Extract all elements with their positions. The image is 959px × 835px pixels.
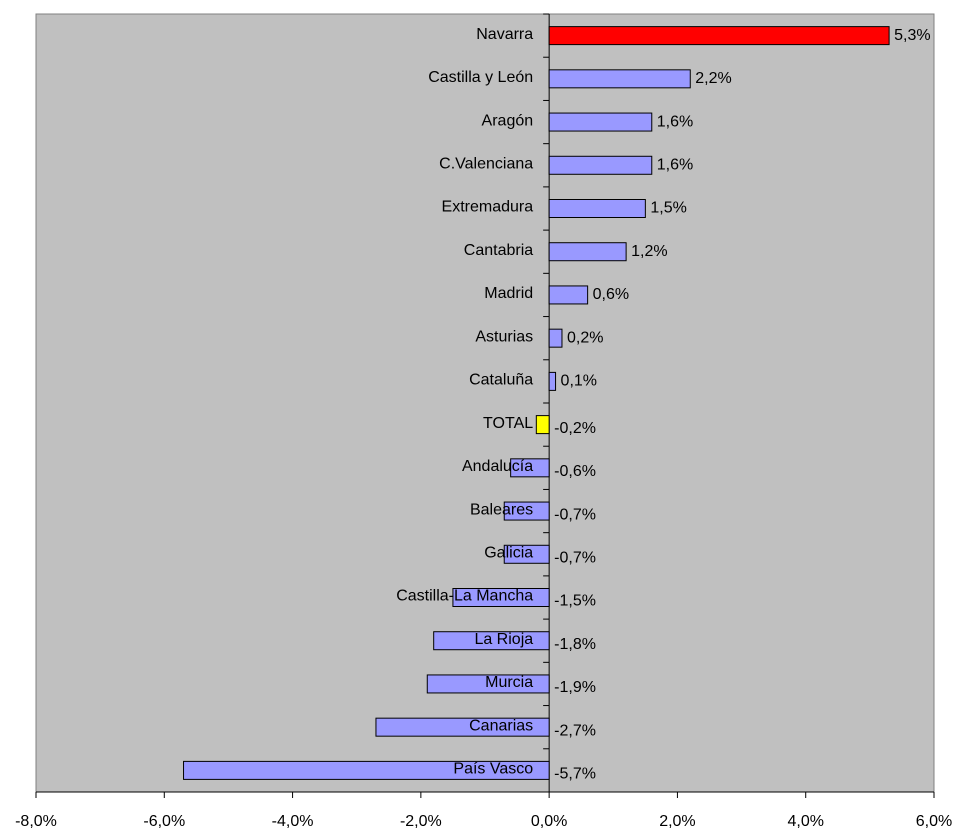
bar <box>183 760 550 780</box>
bar <box>548 199 646 218</box>
y-tick-label: Asturias <box>475 328 533 345</box>
x-tick-label: -6,0% <box>143 813 185 830</box>
y-tick-label: TOTAL <box>483 415 533 432</box>
value-label: -0,7% <box>554 549 596 566</box>
y-tick-label: Castilla y León <box>428 69 533 86</box>
y-tick-label: Castilla-La Mancha <box>396 588 533 605</box>
value-label: 1,5% <box>650 200 686 217</box>
value-label: 0,1% <box>561 373 597 390</box>
y-tick-label: Baleares <box>470 501 533 518</box>
x-tick-label: -4,0% <box>272 813 314 830</box>
value-label: -2,7% <box>554 722 596 739</box>
bar <box>375 717 550 737</box>
y-tick-label: C.Valenciana <box>439 155 533 172</box>
value-label: 1,2% <box>631 243 667 260</box>
y-tick-label: Cataluña <box>469 372 533 389</box>
bar <box>548 26 890 46</box>
bar <box>426 674 550 694</box>
bar <box>548 112 653 132</box>
y-tick-label: La Rioja <box>474 631 533 648</box>
value-label: 0,6% <box>593 286 629 303</box>
y-tick-label: Canarias <box>469 717 533 734</box>
x-tick-label: 6,0% <box>916 813 952 830</box>
value-label: -0,2% <box>554 420 596 437</box>
value-label: 0,2% <box>567 329 603 346</box>
y-tick-label: Andalucía <box>462 458 533 475</box>
x-tick-label: 2,0% <box>659 813 695 830</box>
value-label: -1,9% <box>554 679 596 696</box>
bar <box>548 285 589 305</box>
y-tick-label: País Vasco <box>453 761 533 778</box>
bar <box>535 415 550 435</box>
bar <box>503 544 550 564</box>
x-tick-label: 0,0% <box>531 813 567 830</box>
bar <box>548 328 563 348</box>
bar <box>452 588 550 607</box>
x-tick-label: -2,0% <box>400 813 442 830</box>
y-tick-label: Aragón <box>482 112 534 129</box>
bar <box>433 631 550 651</box>
x-tick-label: -8,0% <box>15 813 57 830</box>
value-label: 5,3% <box>894 27 930 44</box>
value-label: 2,2% <box>695 70 731 87</box>
y-tick-label: Galicia <box>484 544 533 561</box>
bar <box>548 155 653 175</box>
y-tick-label: Extremadura <box>442 199 534 216</box>
y-tick-label: Navarra <box>476 26 533 43</box>
value-label: -0,7% <box>554 506 596 523</box>
bar <box>510 458 550 478</box>
y-tick-label: Cantabria <box>464 242 533 259</box>
plot-area <box>35 13 935 793</box>
y-tick-label: Madrid <box>484 285 533 302</box>
value-label: 1,6% <box>657 113 693 130</box>
value-label: 1,6% <box>657 156 693 173</box>
value-label: -0,6% <box>554 463 596 480</box>
value-label: -1,5% <box>554 593 596 610</box>
value-label: -5,7% <box>554 766 596 783</box>
value-label: -1,8% <box>554 636 596 653</box>
y-tick-label: Murcia <box>485 674 533 691</box>
bar <box>548 242 627 262</box>
bar <box>503 501 550 521</box>
x-tick-label: 4,0% <box>787 813 823 830</box>
bar <box>548 69 691 89</box>
bar <box>548 371 557 391</box>
